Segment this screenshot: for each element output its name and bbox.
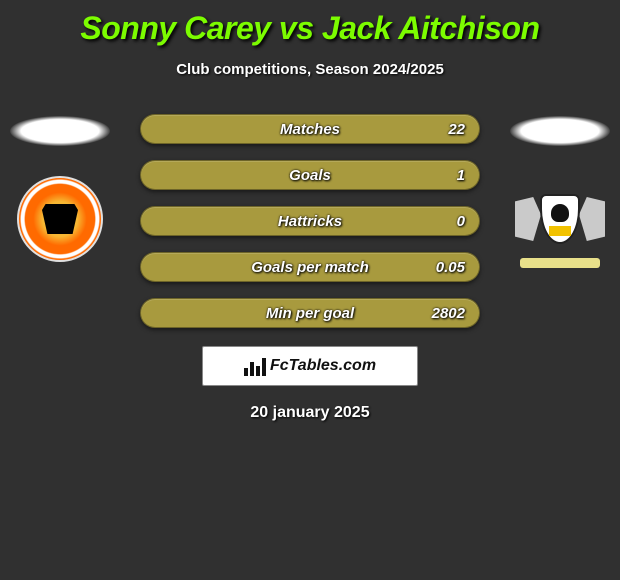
crest-supporter-right <box>579 197 605 241</box>
stat-label: Goals per match <box>251 259 369 276</box>
brand-text: FcTables.com <box>270 357 376 375</box>
stat-label: Goals <box>289 167 331 184</box>
stat-value: 22 <box>448 121 465 138</box>
right-column <box>500 114 620 264</box>
left-column <box>0 114 120 264</box>
stat-label: Matches <box>280 121 340 138</box>
stat-label: Min per goal <box>266 305 354 322</box>
crest-supporter-left <box>515 197 541 241</box>
stat-value: 0.05 <box>436 259 465 276</box>
stat-bar-hattricks: Hattricks 0 <box>140 206 480 236</box>
player-photo-placeholder-left <box>10 116 110 146</box>
barchart-icon <box>244 356 266 376</box>
crest-shield <box>540 194 580 244</box>
stat-value: 2802 <box>432 305 465 322</box>
club-badge-crest <box>515 180 605 258</box>
stats-column: Matches 22 Goals 1 Hattricks 0 Goals per… <box>120 114 500 328</box>
brand-box[interactable]: FcTables.com <box>202 346 418 386</box>
club-badge-blackpool <box>17 176 103 262</box>
stat-bar-goals: Goals 1 <box>140 160 480 190</box>
stat-label: Hattricks <box>278 213 342 230</box>
subtitle: Club competitions, Season 2024/2025 <box>0 61 620 78</box>
content-wrap: Matches 22 Goals 1 Hattricks 0 Goals per… <box>0 114 620 328</box>
stat-bar-matches: Matches 22 <box>140 114 480 144</box>
player-photo-placeholder-right <box>510 116 610 146</box>
stat-value: 0 <box>457 213 465 230</box>
stat-bar-goals-per-match: Goals per match 0.05 <box>140 252 480 282</box>
crest-scroll <box>520 258 600 268</box>
stat-bar-min-per-goal: Min per goal 2802 <box>140 298 480 328</box>
stat-value: 1 <box>457 167 465 184</box>
club-badge-left-wrap <box>15 174 105 264</box>
page-title: Sonny Carey vs Jack Aitchison <box>0 0 620 47</box>
club-badge-right-wrap <box>515 174 605 264</box>
date-line: 20 january 2025 <box>0 404 620 422</box>
